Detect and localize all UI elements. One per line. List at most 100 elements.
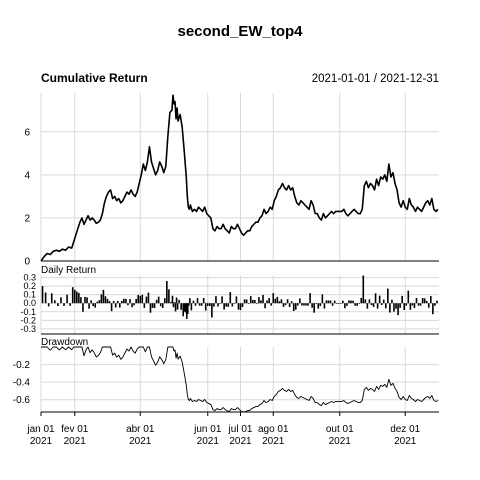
- daily-return-bar: [247, 303, 250, 304]
- daily-return-bar: [243, 299, 246, 304]
- daily-return-bar: [321, 294, 324, 304]
- date-range: 2021-01-01 / 2021-12-31: [312, 73, 439, 85]
- daily-return-bar: [129, 299, 131, 304]
- daily-return-bar: [245, 299, 248, 304]
- daily-return-bar: [315, 303, 318, 304]
- x-tick-label: ago 01: [258, 424, 289, 435]
- daily-return-bar: [206, 303, 209, 306]
- daily-return-bar: [166, 281, 168, 304]
- daily-return-bar: [254, 300, 256, 304]
- x-tick-label: abr 01: [126, 424, 155, 435]
- daily-return-bar: [374, 293, 377, 304]
- daily-return-bar: [171, 295, 174, 304]
- daily-return-bar: [329, 300, 332, 304]
- daily-return-bar: [288, 303, 291, 308]
- daily-return-bar: [309, 293, 311, 304]
- daily-return-bar: [102, 289, 105, 304]
- y-tick-label: -0.1: [20, 307, 36, 317]
- daily-return-bar: [108, 301, 111, 304]
- daily-return-bar: [344, 303, 346, 309]
- daily-return-bar: [204, 303, 207, 311]
- daily-return-bar: [209, 303, 211, 306]
- daily-return-bar: [372, 303, 375, 308]
- daily-return-bar: [110, 303, 113, 312]
- daily-return-bar: [403, 303, 406, 310]
- daily-return-bar: [84, 296, 86, 304]
- daily-return-bar: [282, 303, 285, 307]
- daily-return-panel: Daily Return 0.30.20.10.0-0.1-0.2-0.3: [20, 265, 439, 335]
- x-tick-year: 2021: [30, 436, 53, 447]
- daily-return-bar: [133, 303, 135, 306]
- daily-return-bar: [290, 301, 293, 304]
- daily-return-bar: [80, 297, 82, 304]
- daily-return-bar: [223, 303, 225, 310]
- daily-return-bar: [432, 303, 434, 315]
- daily-return-bar: [219, 303, 221, 304]
- daily-return-bar: [63, 303, 65, 306]
- daily-return-bar: [71, 287, 74, 304]
- daily-return-bar: [189, 298, 191, 304]
- daily-return-bar: [100, 294, 103, 304]
- daily-return-bar: [184, 303, 187, 313]
- daily-return-bar: [325, 300, 328, 304]
- daily-return-bar: [139, 295, 142, 304]
- daily-return-bar: [188, 303, 190, 306]
- daily-return-bar: [251, 299, 254, 304]
- daily-return-bar: [305, 303, 307, 306]
- daily-return-bar: [430, 296, 432, 304]
- daily-return-bar: [395, 303, 397, 309]
- daily-return-bar: [397, 303, 399, 316]
- daily-return-bar: [241, 303, 244, 307]
- daily-return-bar: [389, 303, 391, 313]
- daily-return-bar: [213, 303, 215, 307]
- daily-return-bar: [54, 300, 56, 304]
- daily-return-bar: [272, 293, 275, 304]
- x-tick-label: jun 01: [193, 424, 222, 435]
- daily-return-bar: [174, 303, 177, 312]
- daily-return-bar: [384, 303, 387, 309]
- daily-return-bar: [176, 303, 179, 310]
- daily-return-bar: [266, 300, 268, 304]
- daily-return-bar: [69, 303, 71, 306]
- x-tick-year: 2021: [64, 436, 87, 447]
- daily-return-bar: [227, 303, 230, 307]
- daily-return-bar: [155, 299, 158, 304]
- daily-return-bar: [354, 303, 356, 306]
- daily-return-bar: [217, 303, 219, 307]
- daily-return-bar: [178, 299, 180, 304]
- daily-return-bar: [313, 303, 315, 313]
- daily-return-bar: [50, 293, 53, 304]
- daily-return-bar: [183, 303, 186, 312]
- daily-return-bar: [411, 303, 414, 306]
- daily-return-bar: [417, 303, 420, 306]
- daily-return-bar: [127, 303, 129, 306]
- daily-return-bar: [86, 297, 88, 304]
- daily-return-bar: [153, 303, 156, 309]
- daily-return-bar: [41, 286, 44, 304]
- daily-return-bar: [366, 303, 369, 309]
- daily-return-bar: [190, 303, 193, 311]
- daily-return-bar: [180, 303, 182, 310]
- daily-return-bar: [333, 300, 336, 304]
- daily-return-bar: [233, 303, 236, 304]
- daily-return-bar: [301, 303, 303, 306]
- y-tick-label: 0: [24, 257, 30, 268]
- daily-return-bar: [270, 303, 273, 306]
- daily-return-bar: [196, 298, 199, 304]
- x-tick-label: out 01: [326, 424, 354, 435]
- drawdown-y-axis: -0.2 -0.4 -0.6: [13, 360, 31, 406]
- y-tick-label: 0.0: [23, 298, 36, 308]
- daily-return-bar: [57, 303, 59, 307]
- drawdown-line: [41, 346, 439, 413]
- x-tick-label: fev 01: [61, 424, 89, 435]
- daily-return-bar: [121, 300, 123, 304]
- daily-return-bar: [350, 300, 352, 304]
- daily-title: Daily Return: [41, 265, 96, 276]
- daily-return-bar: [360, 297, 363, 304]
- daily-return-bar: [98, 300, 101, 304]
- daily-return-bar: [405, 303, 408, 306]
- daily-return-bar: [131, 303, 133, 308]
- y-tick-label: 4: [24, 170, 30, 181]
